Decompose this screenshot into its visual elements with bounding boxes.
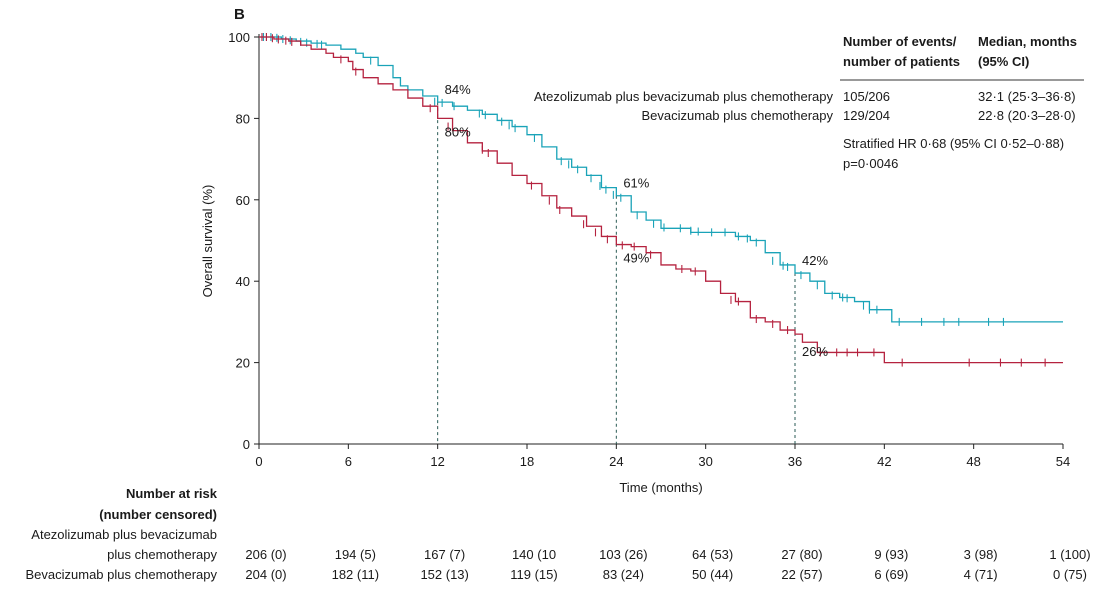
legend-header-median-1: Median, months	[978, 34, 1077, 49]
risk-row2-label: Bevacizumab plus chemotherapy	[25, 567, 218, 582]
y-tick-label: 20	[236, 356, 250, 371]
x-tick-label: 12	[430, 454, 444, 469]
legend-stats-p: p=0·0046	[843, 156, 899, 171]
risk-row2-cell: 182 (11)	[331, 567, 380, 582]
legend-header-events-2: number of patients	[843, 54, 961, 69]
landmark-percent-label: 84%	[445, 82, 471, 97]
y-tick-label: 0	[243, 437, 250, 452]
legend-header-median-2: (95% CI)	[978, 54, 1030, 69]
landmark-percent-label: 61%	[623, 176, 649, 191]
y-tick-label: 60	[236, 193, 250, 208]
legend-stats-hr: Stratified HR 0·68 (95% CI 0·52–0·88)	[843, 136, 1065, 151]
risk-row1-cell: 27 (80)	[781, 547, 823, 562]
risk-row2-cell: 204 (0)	[245, 567, 287, 582]
x-tick-label: 0	[255, 454, 262, 469]
landmark-percent-label: 42%	[802, 253, 828, 268]
risk-row1-cell: 206 (0)	[245, 547, 287, 562]
risk-row1-label-1: Atezolizumab plus bevacizumab	[31, 527, 217, 542]
legend-median-2: 22·8 (20·3–28·0)	[978, 108, 1076, 123]
risk-row1-cell: 9 (93)	[874, 547, 909, 562]
x-tick-label: 30	[698, 454, 712, 469]
risk-row1-cell: 140 (10	[511, 547, 557, 562]
landmark-percent-label: 26%	[802, 344, 828, 359]
landmark-percent-label: 49%	[623, 251, 649, 266]
risk-row1-cell: 194 (5)	[334, 547, 376, 562]
risk-row1-cell: 3 (98)	[963, 547, 998, 562]
risk-row2-cell: 119 (15)	[510, 567, 558, 582]
y-tick-label: 100	[228, 30, 250, 45]
legend-series-name-2: Bevacizumab plus chemotherapy	[641, 108, 834, 123]
panel-label: B	[234, 6, 245, 23]
risk-row1-cell: 64 (53)	[692, 547, 734, 562]
y-tick-label: 40	[236, 274, 250, 289]
risk-row2-cell: 22 (57)	[781, 567, 823, 582]
bevacizumab-survival-curve	[259, 36, 1063, 364]
x-tick-label: 36	[788, 454, 802, 469]
legend-header-events-1: Number of events/	[843, 34, 957, 49]
risk-row2-cell: 0 (75)	[1053, 567, 1087, 582]
risk-row2-cell: 50 (44)	[692, 567, 734, 582]
x-tick-label: 42	[877, 454, 891, 469]
x-tick-label: 48	[966, 454, 980, 469]
x-tick-label: 24	[609, 454, 623, 469]
risk-row2-cell: 4 (71)	[963, 567, 998, 582]
x-tick-label: 6	[345, 454, 352, 469]
risk-table-title-2: (number censored)	[99, 507, 217, 522]
y-tick-label: 80	[236, 111, 250, 126]
risk-table-title-1: Number at risk	[125, 486, 217, 501]
y-axis-label: Overall survival (%)	[200, 185, 215, 298]
risk-row2-cell: 83 (24)	[602, 567, 644, 582]
risk-row1-cell: 1 (100)	[1049, 547, 1091, 562]
x-tick-label: 18	[520, 454, 534, 469]
x-tick-label: 54	[1056, 454, 1070, 469]
x-axis-label: Time (months)	[619, 480, 702, 495]
risk-row1-cell: 103 (26)	[599, 547, 648, 562]
risk-row1-label-2: plus chemotherapy	[107, 547, 217, 562]
risk-row2-cell: 152 (13)	[420, 567, 469, 582]
atezolizumab-survival-curve	[259, 36, 1063, 323]
legend-events-2: 129/204	[843, 108, 890, 123]
risk-row2-cell: 6 (69)	[874, 567, 909, 582]
legend-median-1: 32·1 (25·3–36·8)	[978, 89, 1076, 104]
risk-row1-cell: 167 (7)	[424, 547, 466, 562]
legend-events-1: 105/206	[843, 89, 890, 104]
legend-series-name-1: Atezolizumab plus bevacizumab plus chemo…	[533, 89, 833, 104]
landmark-percent-label: 80%	[445, 124, 471, 139]
